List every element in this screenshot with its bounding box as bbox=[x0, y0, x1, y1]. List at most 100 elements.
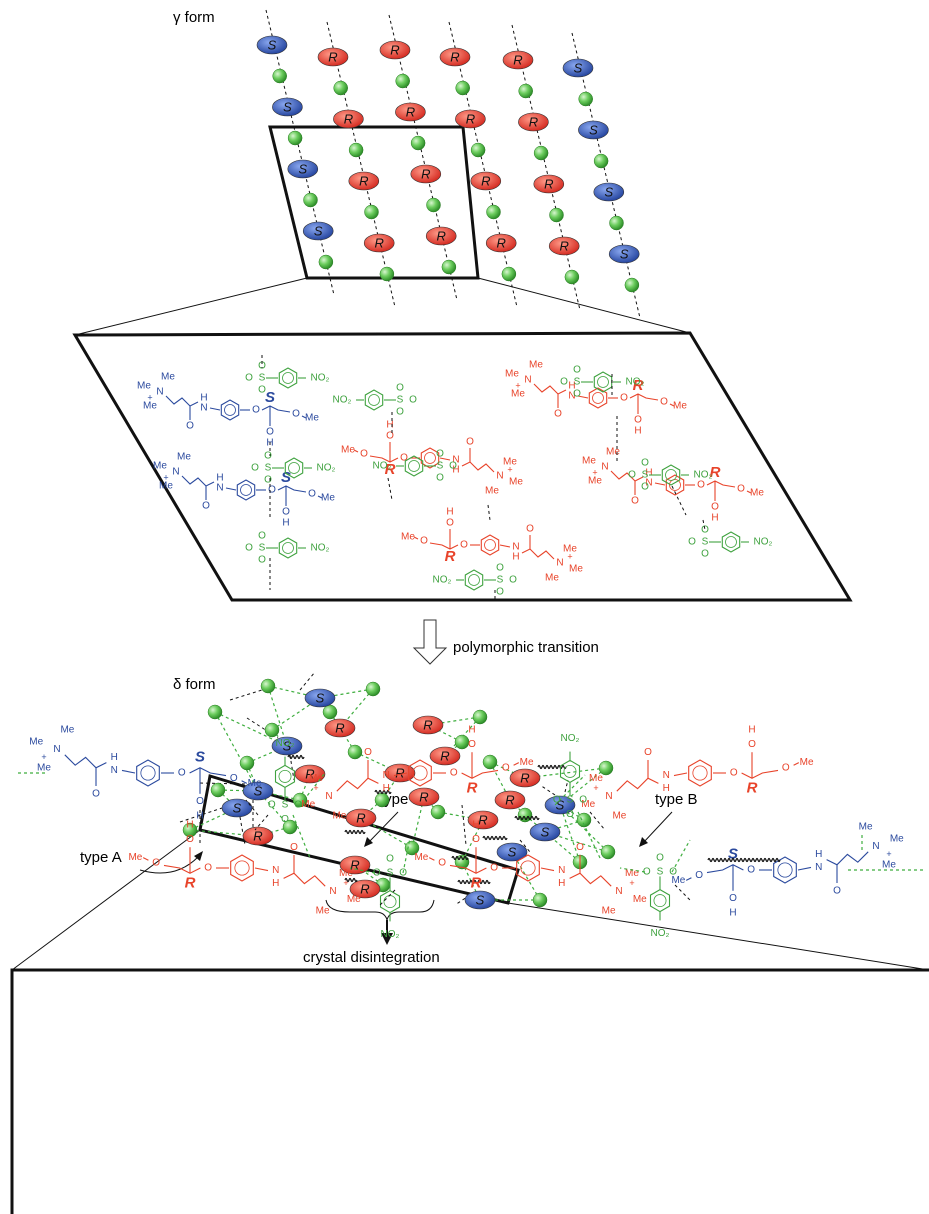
anion-ball bbox=[594, 154, 608, 168]
atom-label: O bbox=[701, 525, 709, 536]
atom-label: Me bbox=[60, 725, 74, 736]
benzene-ring bbox=[662, 465, 679, 485]
atom-label: O bbox=[420, 536, 428, 547]
benzene-ring-inner bbox=[593, 393, 604, 404]
nitro-label: NO₂ bbox=[626, 377, 645, 388]
anion-ball bbox=[427, 198, 441, 212]
atom-label: O bbox=[264, 475, 272, 486]
anion-ball bbox=[601, 845, 615, 859]
molecule-label: S bbox=[476, 892, 485, 907]
atom-label: O bbox=[660, 397, 668, 408]
benzene-ring bbox=[722, 532, 739, 552]
benzene-ring-inner bbox=[485, 540, 496, 551]
nitro-label: NO₂ bbox=[276, 738, 295, 749]
atom-label: O bbox=[576, 842, 584, 853]
atom-label: O bbox=[701, 549, 709, 560]
wavy-line bbox=[708, 859, 780, 862]
molecule-label: S bbox=[283, 99, 292, 114]
molecule-label: R bbox=[335, 720, 344, 735]
atom-label: Me bbox=[137, 381, 151, 392]
atom-label: + bbox=[593, 783, 598, 793]
atom-label: H bbox=[386, 420, 393, 431]
atom-label: H bbox=[634, 426, 641, 437]
nitro-label: NO₂ bbox=[561, 733, 580, 744]
atom-label: O bbox=[460, 540, 468, 551]
atom-label: Me bbox=[37, 762, 51, 773]
atom-label: O bbox=[399, 868, 407, 879]
nitro-label: NO₂ bbox=[651, 928, 670, 939]
nitro-label: NO₂ bbox=[311, 373, 330, 384]
atom-label: O bbox=[92, 788, 100, 799]
atom-label: O bbox=[747, 865, 755, 876]
atom-label: O bbox=[472, 834, 480, 845]
molecule-label: R bbox=[544, 176, 553, 191]
atom-label: Me bbox=[159, 481, 173, 492]
atom-label: N bbox=[605, 791, 612, 802]
atom-label: S bbox=[259, 543, 266, 554]
atom-label: N bbox=[156, 387, 163, 398]
atom-label: N bbox=[601, 462, 608, 473]
atom-label: O bbox=[264, 451, 272, 462]
atom-label: Me bbox=[859, 822, 873, 833]
atom-label: O bbox=[711, 502, 719, 513]
benzene-ring-inner bbox=[778, 863, 792, 877]
atom-label: O bbox=[308, 489, 316, 500]
atom-label: Me bbox=[589, 773, 603, 784]
atom-label: Me bbox=[305, 413, 319, 424]
atom-label: Me bbox=[503, 457, 517, 468]
bond bbox=[742, 770, 778, 778]
benzene-ring bbox=[279, 538, 296, 558]
atom-label: O bbox=[560, 377, 568, 388]
atom-label: Me bbox=[890, 833, 904, 844]
nitro-label: NO₂ bbox=[317, 463, 336, 474]
atom-label: O bbox=[631, 496, 639, 507]
arrow-head bbox=[364, 837, 373, 847]
benzene-ring-inner bbox=[369, 395, 380, 406]
bond bbox=[611, 471, 643, 481]
benzene-ring bbox=[365, 390, 382, 410]
atom-label: S bbox=[497, 575, 504, 586]
atom-label: Me bbox=[143, 401, 157, 412]
anion-ball bbox=[442, 260, 456, 274]
nitro-label: NO₂ bbox=[694, 470, 713, 481]
wavy-line bbox=[538, 766, 566, 769]
anion-ball bbox=[533, 893, 547, 907]
hydrogen-bond bbox=[540, 785, 555, 795]
stereo-label: S bbox=[265, 389, 275, 406]
benzene-ring bbox=[651, 890, 670, 912]
anion-ball bbox=[625, 278, 639, 292]
atom-label: O bbox=[579, 795, 587, 806]
atom-label: N bbox=[216, 483, 223, 494]
wavy-line bbox=[483, 837, 507, 840]
atom-label: Me bbox=[414, 852, 428, 863]
stereo-label: R bbox=[445, 548, 456, 565]
bond bbox=[570, 873, 612, 886]
benzene-ring-inner bbox=[141, 766, 155, 780]
bond bbox=[226, 488, 236, 490]
type-b-label: type B bbox=[655, 791, 698, 808]
atom-label: Me bbox=[569, 564, 583, 575]
atom-label: O bbox=[450, 768, 458, 779]
nitro-label: NO₂ bbox=[333, 395, 352, 406]
atom-label: O bbox=[496, 587, 504, 598]
atom-label: O bbox=[644, 747, 652, 758]
hydrogen-bond bbox=[230, 690, 262, 700]
atom-label: H bbox=[111, 752, 118, 763]
bond bbox=[166, 396, 198, 406]
benzene-ring bbox=[774, 857, 797, 883]
atom-label: O bbox=[186, 834, 194, 845]
atom-label: Me bbox=[633, 894, 647, 905]
atom-label: S bbox=[567, 795, 574, 806]
benzene-ring-inner bbox=[521, 861, 535, 875]
atom-label: Me bbox=[341, 445, 355, 456]
benzene-ring-inner bbox=[225, 405, 236, 416]
molecule-label: R bbox=[375, 235, 384, 250]
atom-label: N bbox=[815, 862, 822, 873]
atom-label: H bbox=[512, 552, 519, 563]
hydrogen-bond bbox=[675, 885, 690, 900]
atom-label: Me bbox=[588, 476, 602, 487]
atom-label: O bbox=[833, 885, 841, 896]
molecule-label: S bbox=[508, 844, 517, 859]
benzene-ring-inner bbox=[235, 861, 249, 875]
molecule-label: R bbox=[450, 49, 459, 64]
